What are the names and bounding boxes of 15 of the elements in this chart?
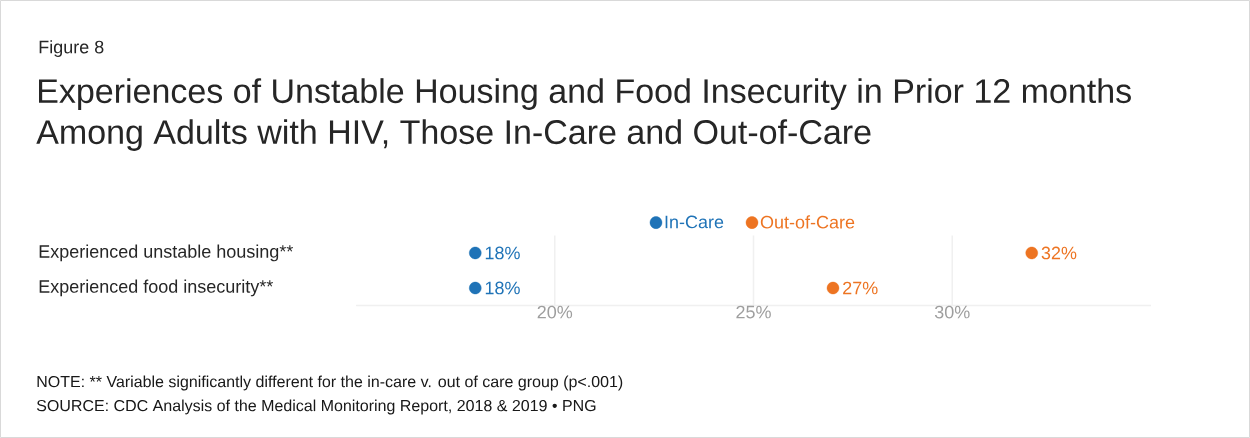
source-note: SOURCE: CDC Analysis of the Medical Monitoring Report, 2018 & 2019 • PNG	[36, 399, 596, 415]
text: NOTE: ** Variable significantly different for the in-care v. out of care group (p<.001)	[37, 375, 623, 391]
data-label: 27%	[843, 281, 878, 295]
legend-label: Out-of-Care	[760, 215, 855, 229]
x-tick-label: 25%	[736, 305, 771, 319]
chart-title: Experiences of Unstable Housing and Food Insecurity in Prior 12 months Among Adults with HIV, Those In-Care and Out-of-Care	[36, 78, 1131, 151]
data-label: 18%	[485, 281, 520, 295]
y-tick-label: Experienced food insecurity**	[39, 279, 274, 297]
data-label: 18%	[485, 246, 520, 260]
legend-label: In-Care	[665, 215, 724, 229]
x-tick-label: 30%	[934, 305, 970, 319]
x-tick-label: 20%	[537, 305, 573, 319]
data-label: 32%	[1041, 246, 1077, 260]
text: Figure 8	[39, 40, 104, 57]
y-tick-label: Experienced unstable housing**	[39, 244, 294, 262]
